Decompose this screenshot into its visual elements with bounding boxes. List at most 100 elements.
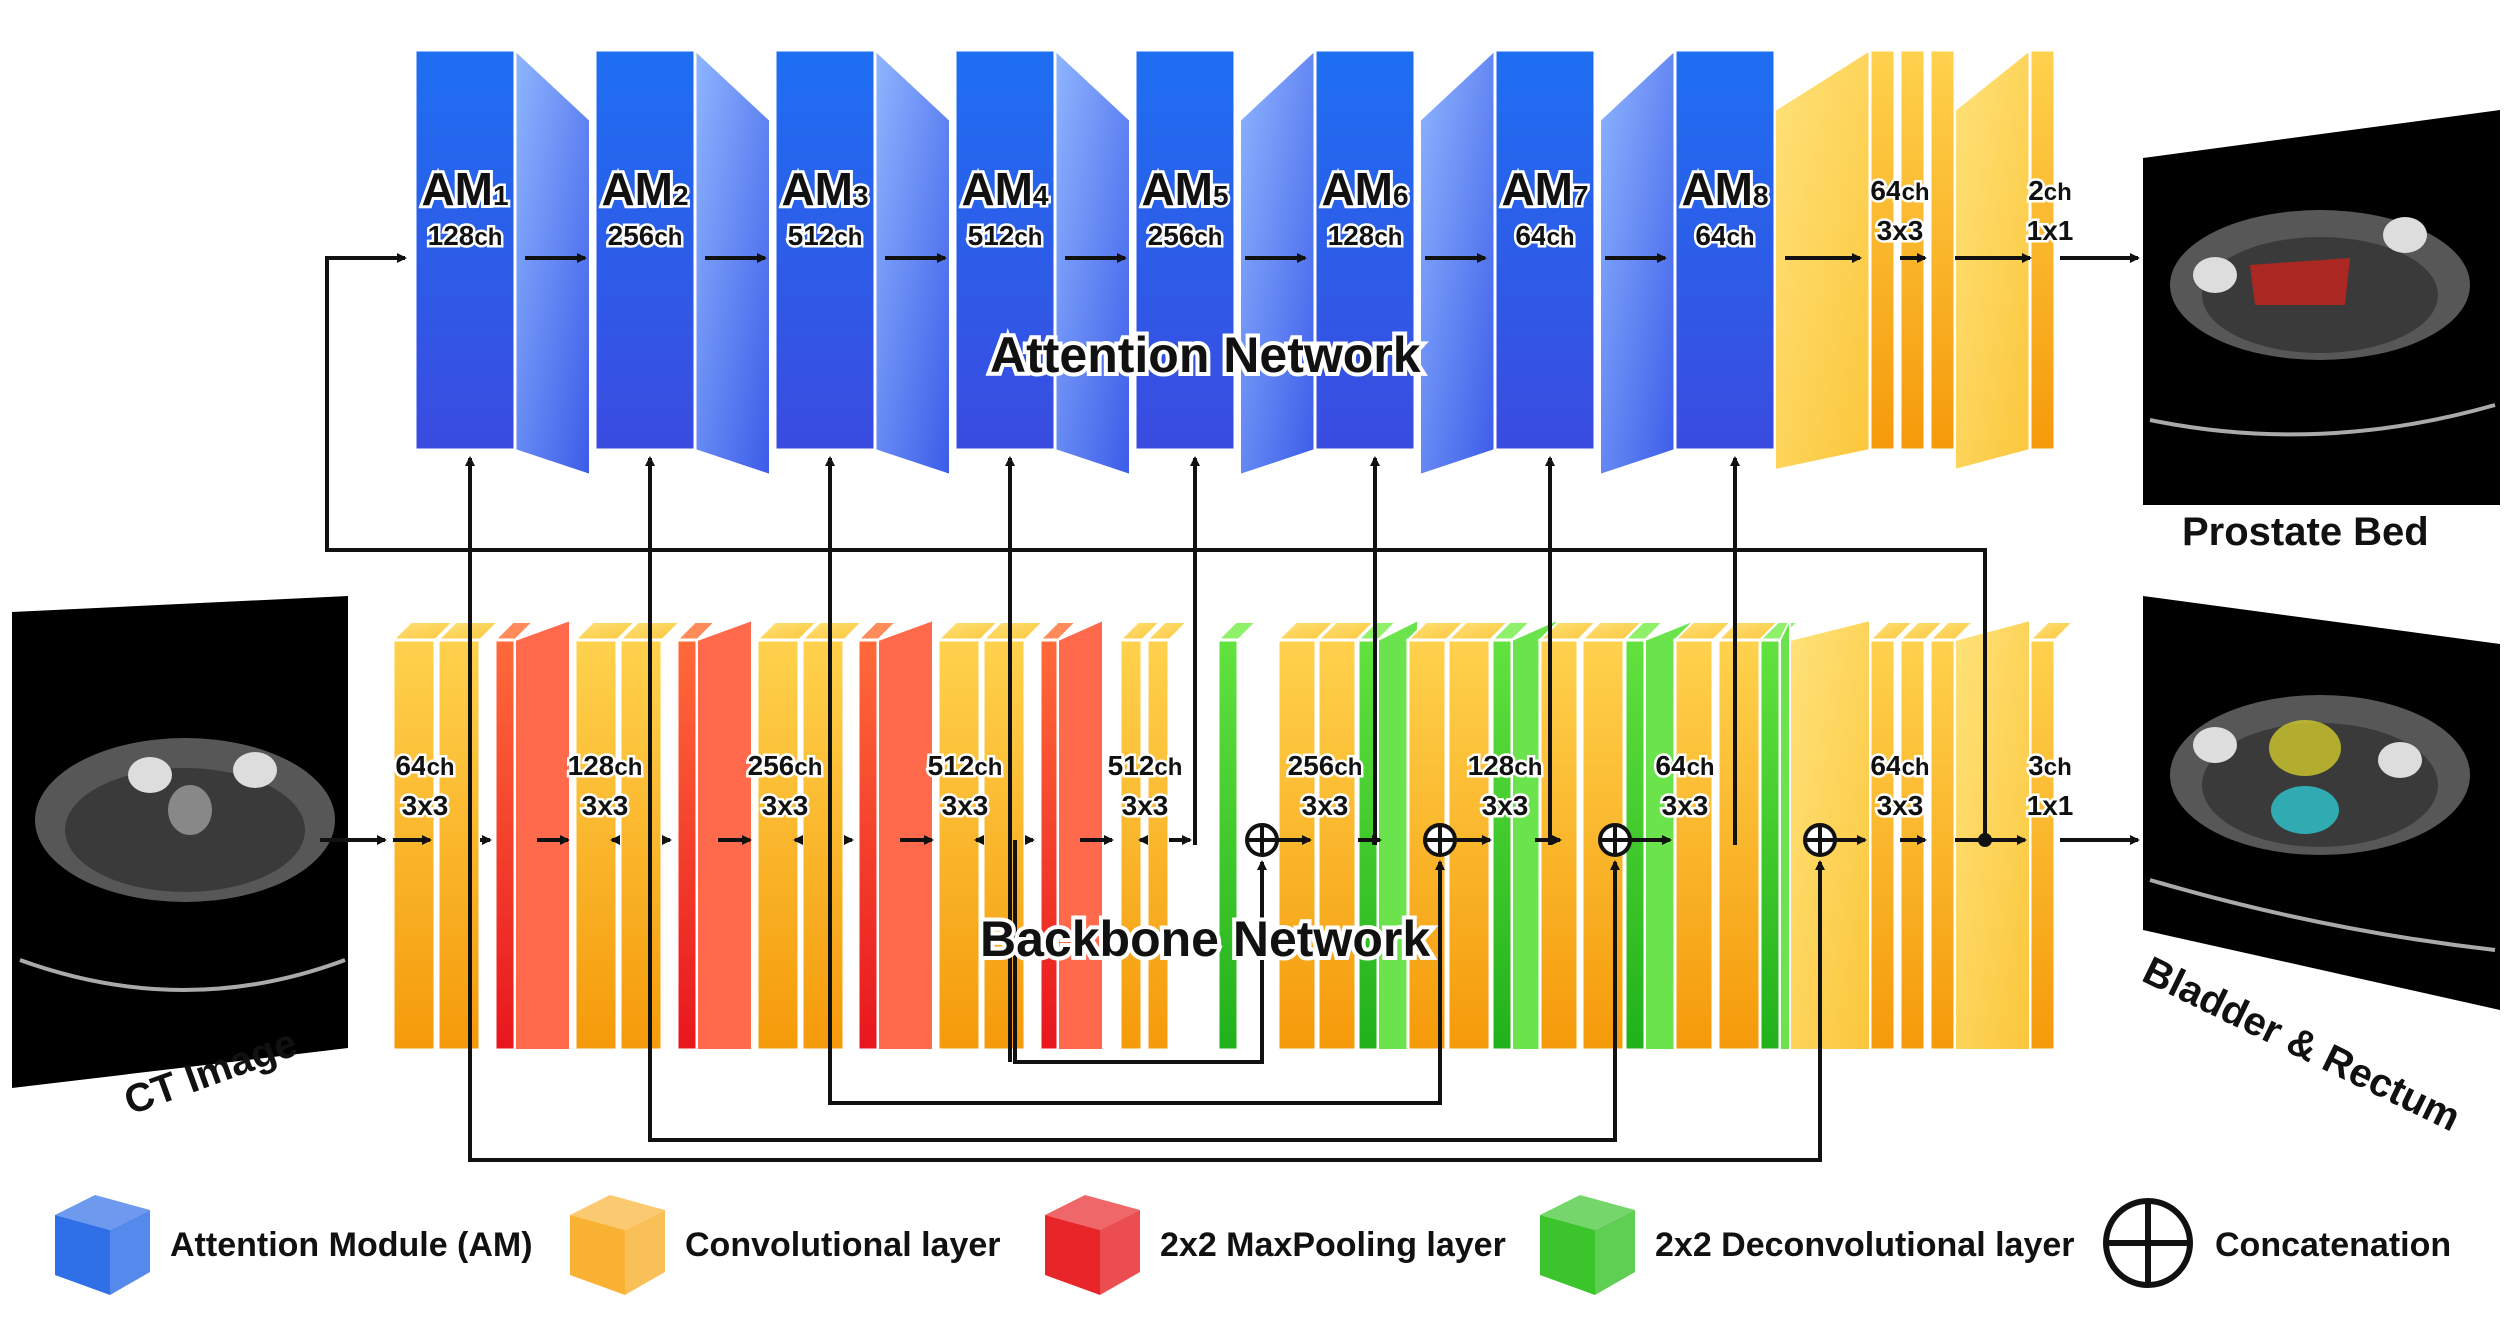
legend-item-2: Convolutional layer xyxy=(570,1195,1001,1295)
backbone-to-attention-loop xyxy=(325,253,1987,840)
am-8-name-label: AM8 xyxy=(1681,163,1768,215)
bladder-mask xyxy=(2269,720,2341,776)
concatenation-icon-1 xyxy=(1245,823,1279,857)
am-7-name-label: AM7 xyxy=(1501,163,1588,215)
concatenation-icon-4 xyxy=(1803,823,1837,857)
backbone-conv-layer-10 xyxy=(799,621,865,1052)
am-2-name-label: AM2 xyxy=(601,163,688,215)
am-4-channel-label: 512ch xyxy=(968,220,1043,251)
am-3-name-label: AM3 xyxy=(781,163,868,215)
backbone-layer-side-8 xyxy=(696,618,753,1051)
am-5-channel-label: 256ch xyxy=(1148,220,1223,251)
backbone-stage-5-channel-label: 512ch xyxy=(1108,750,1183,781)
backbone-stage-5-kernel-label: 3x3 xyxy=(1122,790,1169,821)
am-4-name-label: AM4 xyxy=(961,163,1049,215)
legend-label-4: 2x2 Deconvolutional layer xyxy=(1655,1226,2075,1264)
backbone-stage-1-kernel-label: 3x3 xyxy=(402,790,449,821)
orange-cube-icon xyxy=(570,1195,665,1295)
am-3-channel-label: 512ch xyxy=(788,220,863,251)
backbone-deconv-layer-34 xyxy=(1757,621,1801,1052)
attention-head-conv-1 xyxy=(1868,48,1897,452)
attention-module-block-2 xyxy=(593,47,771,477)
backbone-conv-layer-14 xyxy=(980,621,1046,1052)
backbone-layer-side-4 xyxy=(514,618,571,1051)
green-cube-icon xyxy=(1540,1195,1635,1295)
backbone-conv-layer-6 xyxy=(617,621,683,1052)
backbone-conv-layer-28 xyxy=(1537,621,1599,1052)
attention-module-block-6 xyxy=(1239,47,1417,477)
am-8-channel-label: 64ch xyxy=(1695,220,1754,251)
attention-module-block-3 xyxy=(773,47,951,477)
attention-network-title: Attention Network xyxy=(990,327,1421,383)
backbone-conv-layer-21 xyxy=(1315,621,1377,1052)
backbone-conv-layer-5 xyxy=(572,621,638,1052)
attention-head-2-kernel-label: 1x1 xyxy=(2027,215,2074,246)
attention-head-conv-layers xyxy=(1774,47,2057,472)
backbone-stage-7-kernel-label: 3x3 xyxy=(1482,790,1529,821)
am-1-name-label: AM1 xyxy=(421,163,508,215)
backbone-layer-side-35 xyxy=(1779,619,1791,1051)
am-6-channel-label: 128ch xyxy=(1328,220,1403,251)
legend: Attention Module (AM) Convolutional layer… xyxy=(55,1195,2451,1295)
flow-arrows xyxy=(320,253,2140,1162)
ct-image-panel xyxy=(12,596,348,1088)
backbone-conv-layer-25 xyxy=(1445,621,1511,1052)
backbone-conv-layer-1 xyxy=(390,621,456,1052)
backbone-stage-2-kernel-label: 3x3 xyxy=(582,790,629,821)
backbone-stage-7-channel-label: 128ch xyxy=(1468,750,1543,781)
backbone-stage-10-kernel-label: 1x1 xyxy=(2027,790,2074,821)
backbone-stage-3-kernel-label: 3x3 xyxy=(762,790,809,821)
skip-connection-1 xyxy=(1013,840,1267,1064)
legend-item-4: 2x2 Deconvolutional layer xyxy=(1540,1195,2075,1295)
backbone-conv-layer-2 xyxy=(435,621,501,1052)
backbone-layer-side-12 xyxy=(877,618,934,1051)
attention-module-block-1 xyxy=(413,47,591,477)
blue-cube-icon xyxy=(55,1195,150,1295)
attention-module-block-8 xyxy=(1599,47,1777,477)
backbone-stage-6-channel-label: 256ch xyxy=(1288,750,1363,781)
legend-label-3: 2x2 MaxPooling layer xyxy=(1160,1226,1506,1264)
backbone-conv-layer-38 xyxy=(1927,621,1976,1052)
backbone-conv-layer-32 xyxy=(1672,621,1734,1052)
attention-module-block-7 xyxy=(1419,47,1597,477)
backbone-network-layers xyxy=(390,618,2076,1052)
backbone-conv-layer-36 xyxy=(1867,621,1916,1052)
backbone-layer-side-16 xyxy=(1057,618,1104,1051)
layer-labels: AM1 128ch AM2 256ch AM3 512ch AM4 512ch AM5 256ch… xyxy=(393,160,2076,824)
am-5-name-label: AM5 xyxy=(1141,163,1228,215)
legend-label-2: Convolutional layer xyxy=(685,1226,1001,1264)
backbone-stage-10-channel-label: 3ch xyxy=(2028,750,2072,781)
backbone-stage-9-channel-label: 64ch xyxy=(1870,750,1929,781)
backbone-network-title: Backbone Network xyxy=(980,911,1430,967)
legend-item-1: Attention Module (AM) xyxy=(55,1195,533,1295)
backbone-conv-layer-37 xyxy=(1897,621,1946,1052)
attention-network-layers xyxy=(413,47,2057,477)
prostate-bed-mask xyxy=(2250,258,2350,305)
attention-head-1-kernel-label: 3x3 xyxy=(1877,215,1924,246)
backbone-stage-8-kernel-label: 3x3 xyxy=(1662,790,1709,821)
prostate-bed-output-image xyxy=(2143,110,2500,505)
rectum-mask xyxy=(2271,786,2339,834)
concat-circle-icon xyxy=(2103,1198,2193,1288)
backbone-conv-layer-13 xyxy=(935,621,1001,1052)
prostate-bed-label: Prostate Bed xyxy=(2182,510,2429,554)
backbone-stage-3-channel-label: 256ch xyxy=(748,750,823,781)
legend-item-3: 2x2 MaxPooling layer xyxy=(1045,1195,1506,1295)
am-1-channel-label: 128ch xyxy=(428,220,503,251)
attention-head-2-channel-label: 2ch xyxy=(2028,175,2072,206)
am-2-channel-label: 256ch xyxy=(608,220,683,251)
backbone-stage-1-channel-label: 64ch xyxy=(395,750,454,781)
attention-head-final-conv xyxy=(2028,48,2057,452)
backbone-conv-layer-9 xyxy=(754,621,820,1052)
legend-item-5: Concatenation xyxy=(2103,1198,2451,1288)
attention-head-conv-3 xyxy=(1928,48,1957,452)
am-6-name-label: AM6 xyxy=(1321,163,1408,215)
legend-label-1: Attention Module (AM) xyxy=(170,1226,533,1264)
backbone-conv-layer-18 xyxy=(1144,621,1190,1052)
backbone-stage-6-kernel-label: 3x3 xyxy=(1302,790,1349,821)
concatenation-icon-2 xyxy=(1423,823,1457,857)
backbone-conv-layer-17 xyxy=(1117,621,1163,1052)
backbone-stage-4-channel-label: 512ch xyxy=(928,750,1003,781)
backbone-stage-4-kernel-label: 3x3 xyxy=(942,790,989,821)
